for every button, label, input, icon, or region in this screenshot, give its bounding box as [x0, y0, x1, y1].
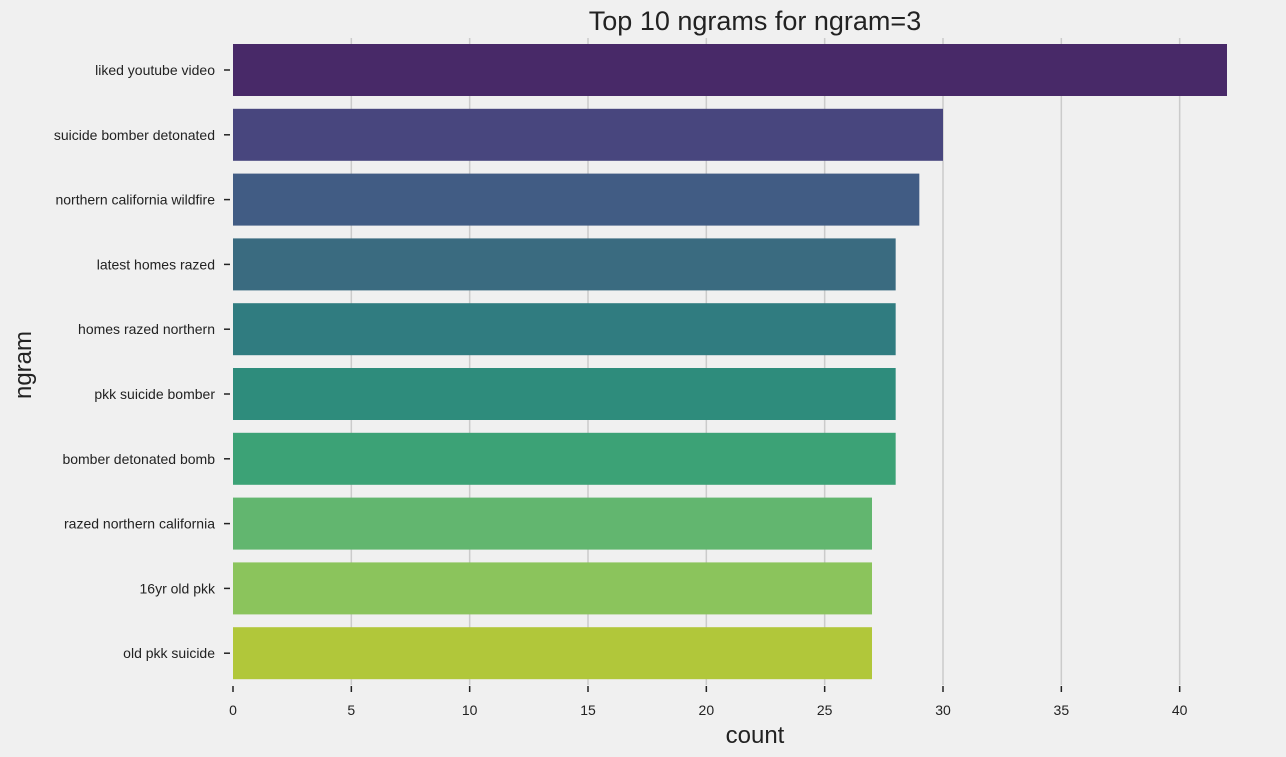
x-tick-label: 5: [347, 702, 355, 718]
x-tick-label: 40: [1172, 702, 1188, 718]
x-tick-label: 0: [229, 702, 237, 718]
bar: [233, 627, 872, 680]
x-tick-label: 15: [580, 702, 596, 718]
x-axis-label: count: [726, 722, 785, 749]
y-axis-label: ngram: [10, 331, 37, 399]
y-tick-label: pkk suicide bomber: [94, 386, 215, 402]
y-tick-label: liked youtube video: [95, 62, 215, 78]
x-tick-label: 35: [1054, 702, 1070, 718]
y-tick-label: bomber detonated bomb: [62, 451, 215, 467]
y-tick-label: razed northern california: [64, 516, 215, 532]
x-tick-label: 30: [935, 702, 951, 718]
y-tick-label: homes razed northern: [78, 321, 215, 337]
bar: [233, 497, 872, 550]
bar: [233, 562, 872, 615]
bar: [233, 432, 896, 485]
y-tick-label: latest homes razed: [97, 256, 215, 272]
bar: [233, 44, 1227, 96]
y-axis: liked youtube video suicide bomber detona…: [54, 62, 230, 661]
x-tick-label: 10: [462, 702, 478, 718]
y-tick-label: suicide bomber detonated: [54, 127, 215, 143]
bar: [233, 368, 896, 420]
bar: [233, 303, 896, 356]
chart-title: Top 10 ngrams for ngram=3: [589, 6, 921, 36]
x-tick-label: 20: [699, 702, 715, 718]
bar: [233, 238, 896, 291]
bar: [233, 108, 943, 161]
bar: [233, 173, 920, 226]
x-tick-label: 25: [817, 702, 833, 718]
y-tick-label: 16yr old pkk: [140, 580, 216, 596]
x-axis: 0 5 10 15 20 25 30 35 40: [229, 686, 1188, 718]
bars: [233, 44, 1227, 680]
y-tick-label: northern california wildfire: [55, 192, 215, 208]
y-tick-label: old pkk suicide: [123, 645, 215, 661]
